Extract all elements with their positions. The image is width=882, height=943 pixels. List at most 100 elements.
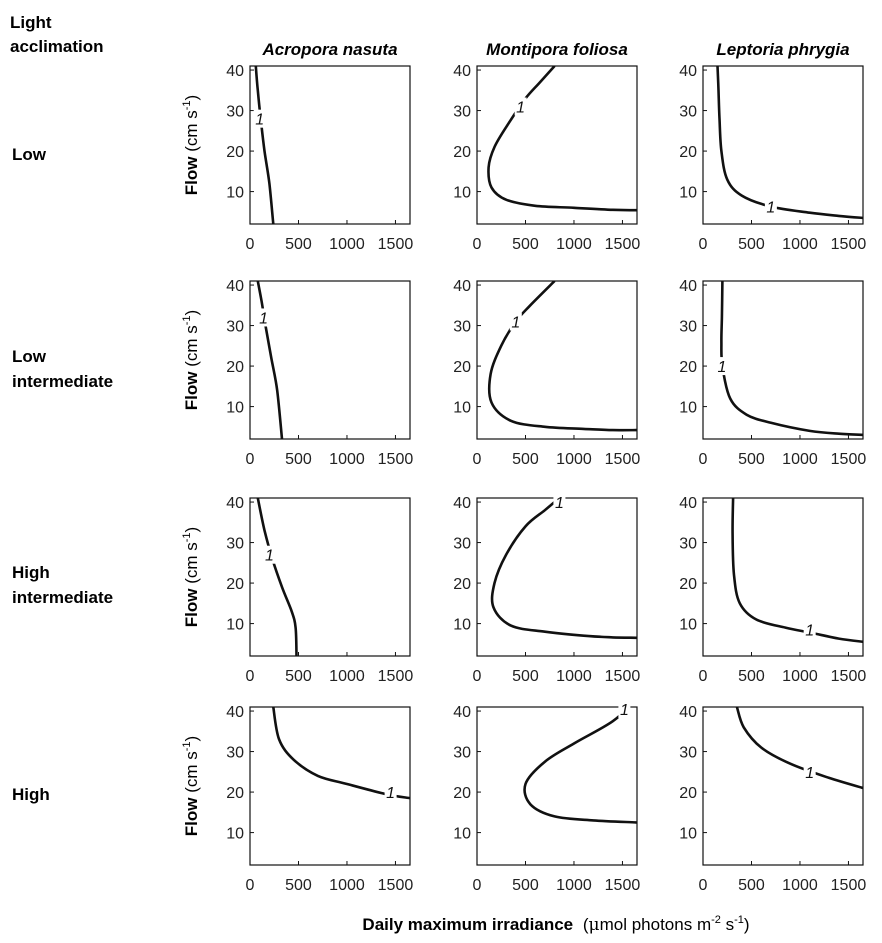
x-axis-label-unit-d: ): [744, 915, 750, 934]
x-tick-label: 0: [246, 668, 255, 685]
y-tick-label: 30: [226, 104, 244, 121]
x-tick-label: 1000: [556, 877, 592, 894]
y-tick-label: 20: [226, 785, 244, 802]
x-tick-label: 1500: [831, 668, 867, 685]
row-header-line1: Light: [10, 13, 52, 32]
y-tick-label: 10: [226, 400, 244, 417]
y-tick-label: 20: [226, 359, 244, 376]
species-titles: Acropora nasuta Montipora foliosa Leptoria…: [261, 40, 849, 59]
contour-label-gap: [803, 620, 816, 639]
y-tick-label: 40: [226, 495, 244, 512]
x-axis-label-unit-c: s: [721, 915, 734, 934]
y-tick-label: 20: [453, 144, 471, 161]
x-tick-label: 500: [738, 451, 765, 468]
x-tick-label: 500: [285, 668, 312, 685]
y-tick-label: 20: [453, 359, 471, 376]
y-axis-label-0: Flow (cm s-1): [181, 95, 201, 195]
x-tick-label: 0: [473, 877, 482, 894]
y-tick-label: 10: [679, 617, 697, 634]
acclimation-row-labels: Low Low intermediate High intermediate High: [12, 145, 113, 804]
x-tick-label: 1500: [605, 668, 641, 685]
panel-frame: [476, 65, 638, 225]
contour-label: 1: [259, 310, 268, 327]
x-tick-label: 500: [285, 877, 312, 894]
acclimation-label-1-0: Low: [12, 347, 47, 366]
y-tick-label: 20: [679, 144, 697, 161]
contour-label: 1: [265, 548, 274, 565]
y-tick-label: 20: [453, 576, 471, 593]
x-axis-label-sup1: -2: [711, 914, 721, 926]
y-tick-label: 40: [679, 278, 697, 295]
panel-frame: [476, 280, 638, 440]
panel-frame: [476, 706, 638, 866]
panel-frame: [702, 280, 864, 440]
contour-label: 1: [511, 315, 520, 332]
x-tick-label: 1500: [378, 668, 414, 685]
panel-frame: [702, 706, 864, 866]
contour-label-gap: [553, 493, 566, 512]
x-tick-label: 0: [699, 451, 708, 468]
y-tick-label: 10: [679, 185, 697, 202]
x-tick-label: 1500: [831, 236, 867, 253]
y-tick-label: 10: [226, 617, 244, 634]
y-tick-label: 30: [453, 104, 471, 121]
panel-2-2: 10 20 30 40 0 500 1000 1500 1: [679, 495, 866, 685]
contour-label-gap: [263, 545, 276, 564]
y-tick-label: 40: [679, 495, 697, 512]
x-tick-label: 1500: [605, 877, 641, 894]
y-tick-label: 40: [453, 278, 471, 295]
x-axis-label-sup2: -1: [734, 914, 744, 926]
y-tick-label: 30: [679, 104, 697, 121]
x-tick-label: 1500: [378, 236, 414, 253]
x-tick-label: 0: [246, 236, 255, 253]
contour-label: 1: [516, 100, 525, 117]
x-axis-label-bold: Daily maximum irradiance: [362, 915, 573, 934]
contour-label: 1: [717, 359, 726, 376]
y-tick-label: 10: [453, 185, 471, 202]
contour-line: [254, 66, 275, 224]
panel-3-1: 10 20 30 40 0 500 1000 1500 1: [453, 700, 641, 894]
x-tick-label: 1000: [329, 236, 365, 253]
contour-label-gap: [253, 109, 266, 128]
y-tick-label: 40: [679, 704, 697, 721]
panel-0-0: 10 20 30 40 0 500 1000 1500 1: [226, 63, 413, 253]
contour-label: 1: [555, 495, 564, 512]
y-tick-label: 30: [226, 536, 244, 553]
contour-label: 1: [805, 623, 814, 640]
x-tick-label: 0: [699, 877, 708, 894]
y-tick-label: 40: [226, 63, 244, 80]
x-tick-label: 1000: [556, 668, 592, 685]
contour-label: 1: [766, 200, 775, 217]
panel-1-1: 10 20 30 40 0 500 1000 1500 1: [453, 278, 640, 468]
contour-line: [256, 281, 284, 439]
x-tick-label: 500: [738, 877, 765, 894]
panel-frame: [476, 497, 638, 657]
acclimation-label-2-0: High: [12, 563, 50, 582]
panel-3-0: 10 20 30 40 0 500 1000 1500 1: [226, 704, 413, 894]
contour-label: 1: [620, 702, 629, 719]
x-tick-label: 0: [246, 877, 255, 894]
species-title-0: Acropora nasuta: [261, 40, 397, 59]
contour-line: [256, 498, 298, 656]
y-tick-label: 30: [453, 319, 471, 336]
y-tick-label: 20: [453, 785, 471, 802]
acclimation-label-1-1: intermediate: [12, 372, 113, 391]
x-tick-label: 1000: [329, 668, 365, 685]
x-tick-label: 1000: [782, 236, 818, 253]
contour-label-gap: [764, 197, 777, 216]
x-axis-label-unit-b: mol photons m: [600, 915, 712, 934]
row-header-label: Light acclimation: [10, 13, 104, 56]
x-tick-label: 1000: [329, 877, 365, 894]
y-tick-label: 30: [226, 745, 244, 762]
panel-frame: [249, 65, 411, 225]
x-tick-label: 0: [699, 668, 708, 685]
x-tick-label: 1000: [782, 877, 818, 894]
y-tick-label: 30: [453, 536, 471, 553]
y-tick-label: 40: [453, 63, 471, 80]
y-tick-label: 40: [453, 704, 471, 721]
y-tick-label: 30: [453, 745, 471, 762]
x-tick-label: 500: [512, 668, 539, 685]
contour-label-gap: [257, 308, 270, 327]
y-tick-label: 30: [679, 536, 697, 553]
